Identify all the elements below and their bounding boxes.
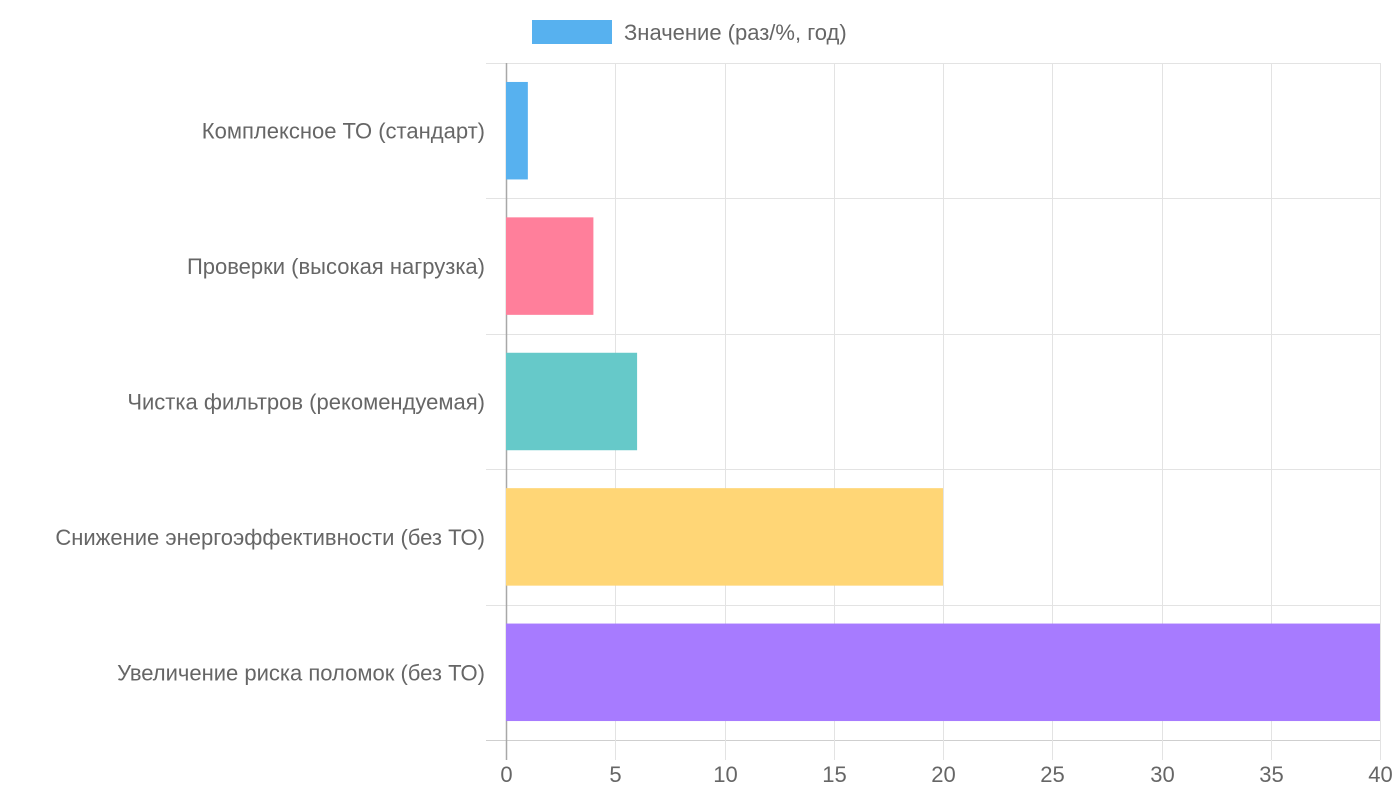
x-tick-label: 35 bbox=[1259, 762, 1283, 787]
x-tick-label: 40 bbox=[1368, 762, 1392, 787]
y-tick-label: Комплексное ТО (стандарт) bbox=[202, 119, 485, 144]
y-tick-label: Увеличение риска поломок (без ТО) bbox=[117, 660, 485, 685]
bar bbox=[506, 488, 943, 586]
x-tick-label: 5 bbox=[609, 762, 621, 787]
bar bbox=[506, 81, 528, 180]
legend-label: Значение (раз/%, год) bbox=[624, 20, 847, 45]
x-tick-label: 20 bbox=[931, 762, 955, 787]
y-tick-label: Чистка фильтров (рекомендуемая) bbox=[127, 390, 485, 415]
bar bbox=[506, 352, 638, 451]
y-tick-label: Проверки (высокая нагрузка) bbox=[187, 254, 485, 279]
x-tick-label: 15 bbox=[822, 762, 846, 787]
x-tick-label: 10 bbox=[713, 762, 737, 787]
y-tick-label: Снижение энергоэффективности (без ТО) bbox=[55, 525, 485, 550]
x-tick-label: 0 bbox=[500, 762, 512, 787]
legend-swatch bbox=[532, 20, 612, 44]
bar bbox=[506, 217, 594, 315]
x-tick-label: 25 bbox=[1040, 762, 1064, 787]
bar bbox=[506, 623, 1380, 722]
x-tick-label: 30 bbox=[1150, 762, 1174, 787]
